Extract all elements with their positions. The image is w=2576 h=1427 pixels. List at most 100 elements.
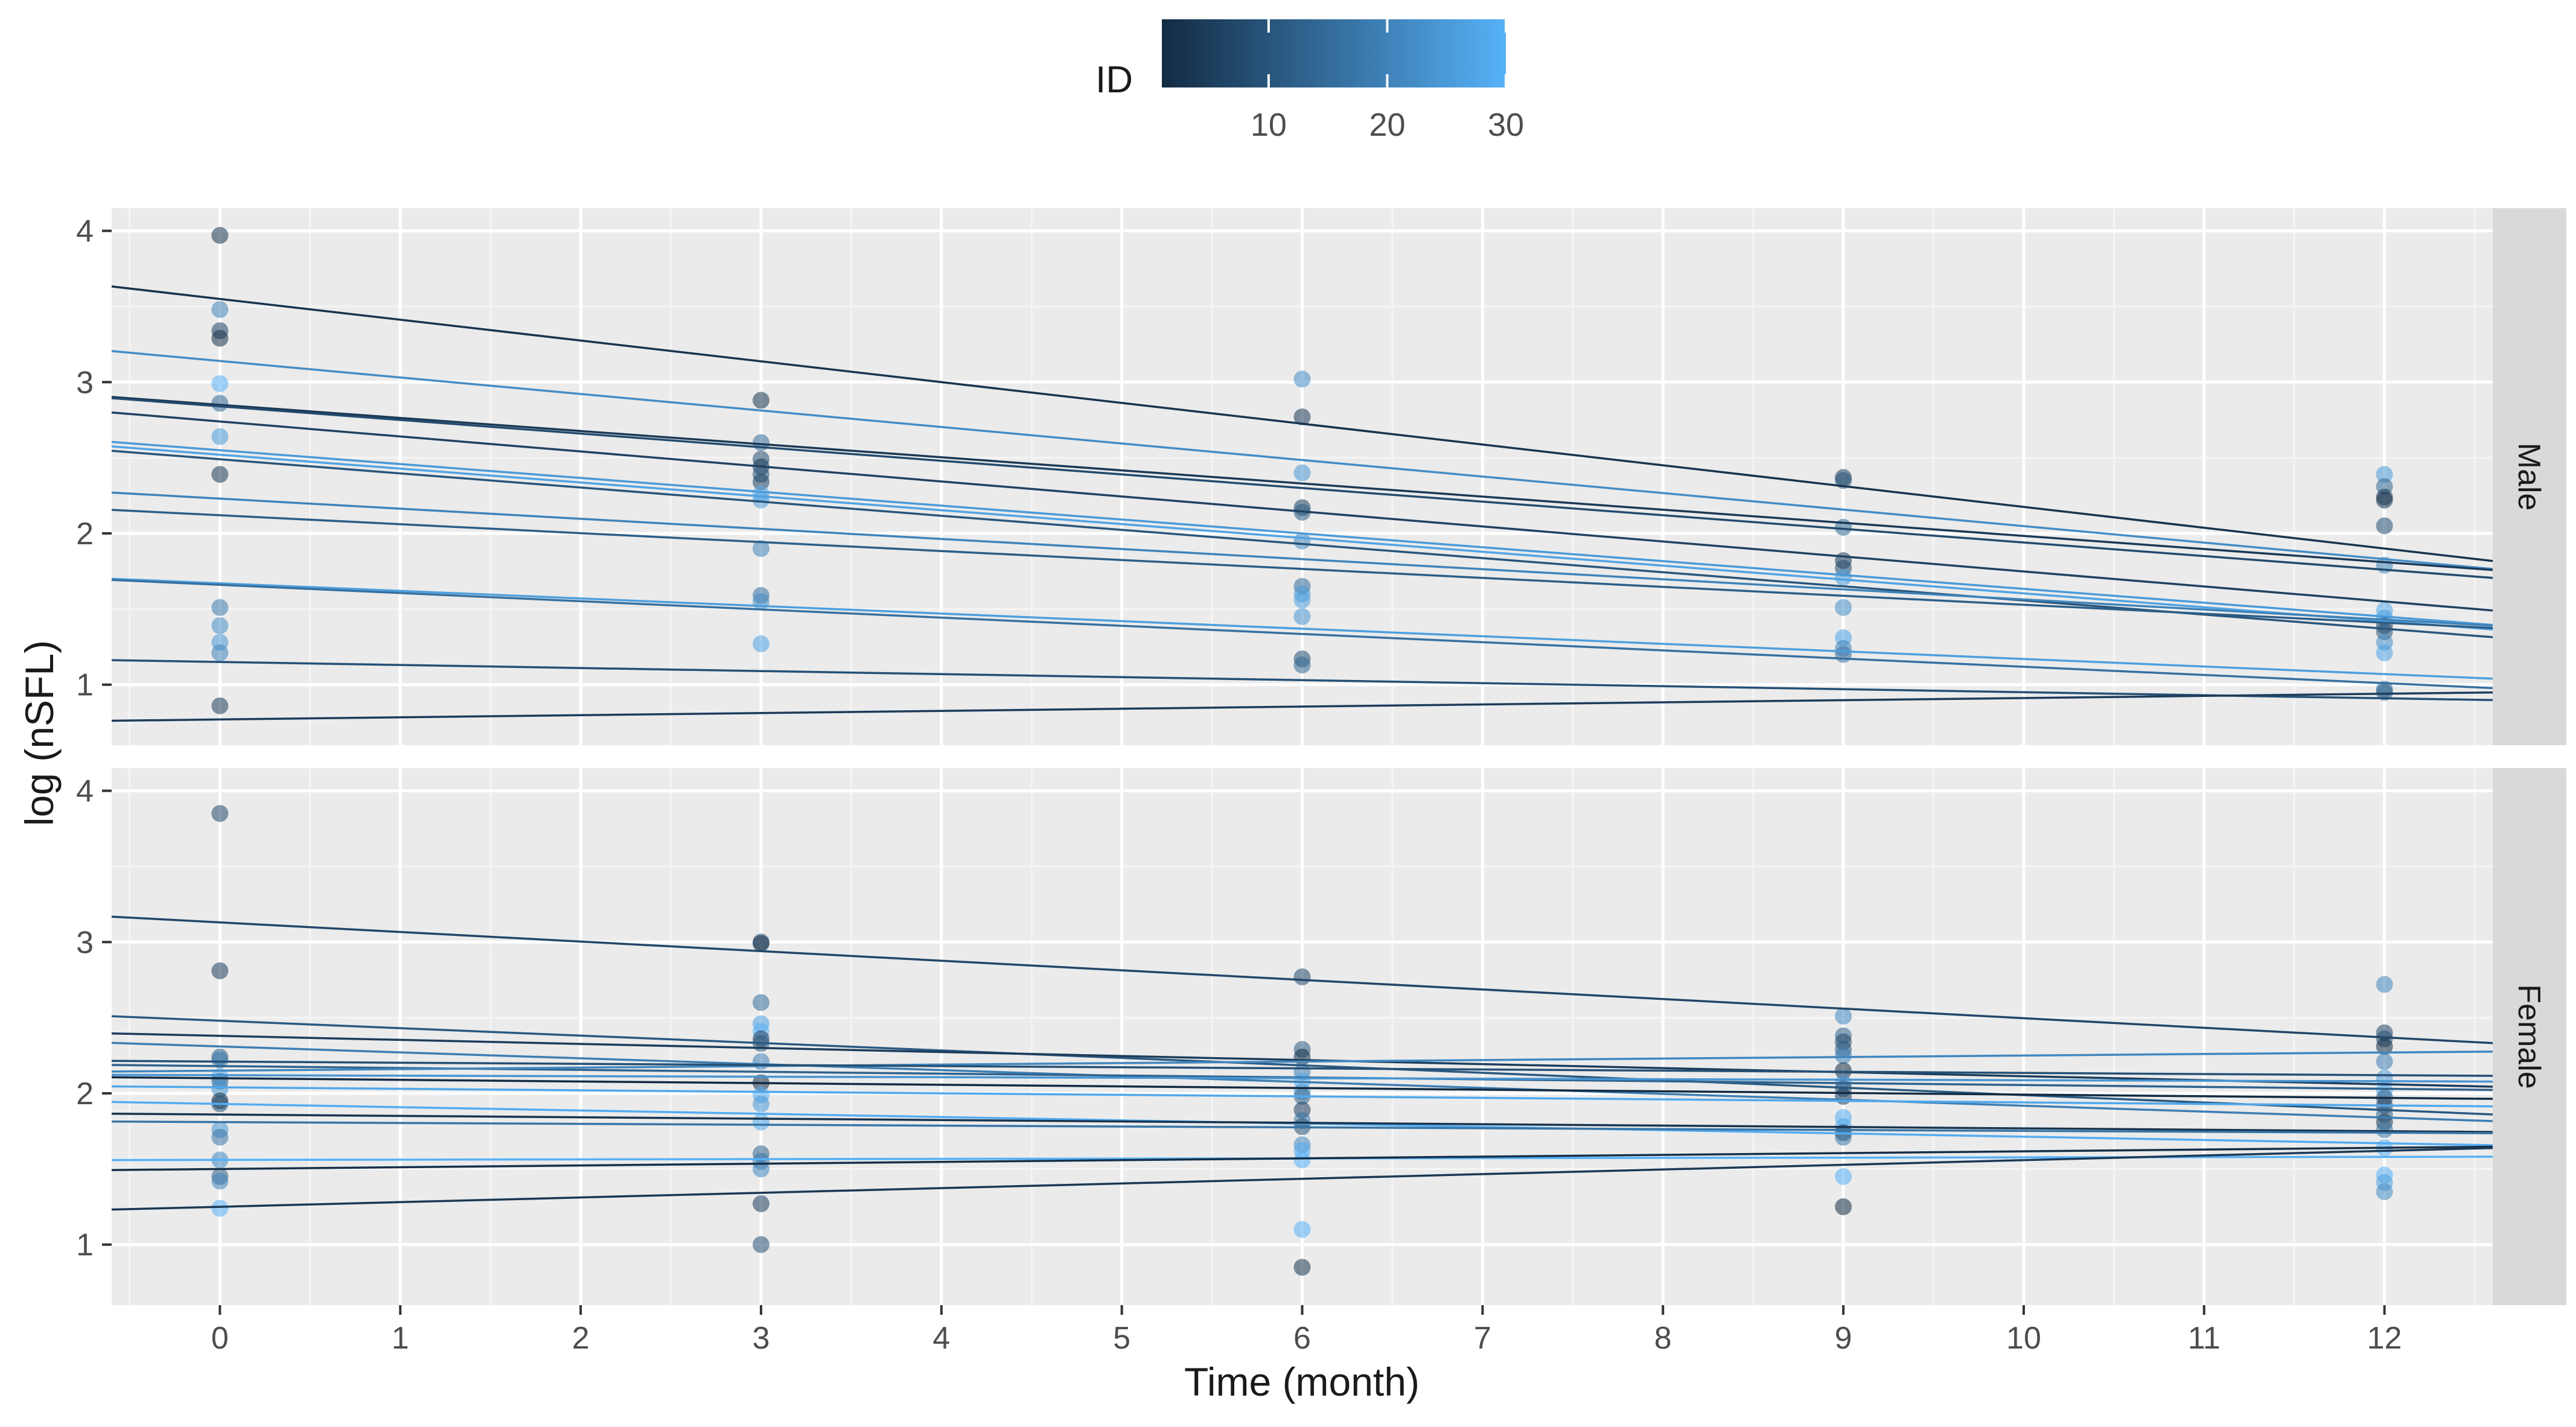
data-point bbox=[752, 1195, 770, 1213]
data-point bbox=[1835, 1198, 1852, 1216]
x-axis-title: Time (month) bbox=[1184, 1359, 1420, 1404]
data-point bbox=[1293, 591, 1311, 609]
facet-strip bbox=[2493, 768, 2566, 1305]
fit-line bbox=[111, 1120, 2493, 1134]
fit-line bbox=[111, 1076, 2493, 1100]
x-tick-label: 6 bbox=[1293, 1321, 1311, 1356]
fit-line bbox=[111, 579, 2493, 690]
fit-line bbox=[111, 509, 2493, 629]
fit-line bbox=[111, 577, 2493, 680]
data-point bbox=[752, 994, 770, 1011]
data-point bbox=[1835, 646, 1852, 663]
data-point bbox=[211, 466, 229, 483]
data-point bbox=[752, 593, 770, 610]
y-tick-label: 3 bbox=[76, 925, 94, 960]
fit-line bbox=[111, 1041, 2493, 1122]
y-tick-label: 1 bbox=[76, 1228, 94, 1263]
data-point bbox=[752, 540, 770, 558]
data-point bbox=[211, 300, 229, 318]
fit-line bbox=[111, 915, 2493, 1044]
legend-tick-label: 20 bbox=[1369, 107, 1405, 143]
x-tick-label: 5 bbox=[1113, 1321, 1130, 1356]
data-point bbox=[1835, 1062, 1852, 1079]
data-point bbox=[2376, 1069, 2393, 1087]
data-point bbox=[211, 375, 229, 392]
data-point bbox=[1293, 608, 1311, 625]
y-tick-label: 4 bbox=[76, 774, 94, 809]
data-point bbox=[752, 935, 770, 952]
data-point bbox=[1835, 1008, 1852, 1025]
data-point bbox=[1293, 1151, 1311, 1169]
x-tick-label: 7 bbox=[1474, 1321, 1491, 1356]
fit-line bbox=[111, 440, 2493, 626]
x-tick-label: 11 bbox=[2188, 1321, 2221, 1356]
fit-line bbox=[111, 491, 2493, 627]
data-point bbox=[2376, 517, 2393, 535]
data-point bbox=[1293, 532, 1311, 550]
data-point bbox=[752, 1053, 770, 1070]
data-point bbox=[2376, 1053, 2393, 1070]
data-point bbox=[1835, 1168, 1852, 1185]
data-point bbox=[1293, 1048, 1311, 1066]
data-point bbox=[2376, 644, 2393, 662]
x-tick-label: 4 bbox=[933, 1321, 950, 1356]
data-point bbox=[1293, 408, 1311, 425]
data-point bbox=[211, 644, 229, 662]
fit-line bbox=[111, 285, 2493, 562]
legend-colorbar bbox=[1162, 19, 1506, 87]
legend-tick-label: 30 bbox=[1488, 107, 1524, 143]
panel-male: 1 2 3 4 Male bbox=[76, 208, 2566, 745]
facet-strip-label: Male bbox=[2511, 443, 2546, 511]
data-point bbox=[1835, 1047, 1852, 1064]
x-tick-label: 12 bbox=[2367, 1321, 2402, 1356]
data-point bbox=[1835, 1088, 1852, 1105]
legend-title: ID bbox=[1095, 59, 1133, 101]
fit-line bbox=[111, 1112, 2493, 1133]
data-point bbox=[2376, 466, 2393, 483]
y-axis-title: log (nSFL) bbox=[17, 640, 62, 826]
fit-line bbox=[111, 1032, 2493, 1088]
data-point bbox=[1293, 1259, 1311, 1276]
data-point bbox=[211, 428, 229, 445]
data-point bbox=[2376, 1121, 2393, 1139]
fit-line bbox=[111, 1050, 2493, 1073]
data-point bbox=[211, 1080, 229, 1098]
y-tick-label: 2 bbox=[76, 1076, 94, 1111]
data-point bbox=[211, 227, 229, 244]
data-point bbox=[1835, 599, 1852, 616]
data-point bbox=[752, 635, 770, 653]
legend-ticks: 10 20 30 bbox=[1251, 19, 1524, 143]
data-point bbox=[2376, 976, 2393, 993]
y-tick-label: 1 bbox=[76, 668, 94, 703]
y-tick-label: 3 bbox=[76, 365, 94, 400]
fit-line bbox=[111, 450, 2493, 638]
x-tick-label: 8 bbox=[1654, 1321, 1672, 1356]
fit-line bbox=[111, 445, 2493, 631]
fit-line bbox=[111, 691, 2493, 722]
x-tick-label: 0 bbox=[211, 1321, 229, 1356]
data-point bbox=[211, 1172, 229, 1190]
fit-line bbox=[111, 1073, 2493, 1083]
x-tick-label: 9 bbox=[1835, 1321, 1852, 1356]
fit-line bbox=[111, 397, 2493, 579]
data-point bbox=[1293, 1221, 1311, 1238]
data-point bbox=[1293, 968, 1311, 985]
fit-line bbox=[111, 1085, 2493, 1108]
data-point bbox=[1293, 464, 1311, 481]
fit-line bbox=[111, 659, 2493, 702]
data-point bbox=[752, 1095, 770, 1113]
x-tick-label: 2 bbox=[572, 1321, 590, 1356]
data-point bbox=[752, 1236, 770, 1253]
data-point bbox=[1835, 1128, 1852, 1146]
panel-female: 1 2 3 4 Female bbox=[76, 768, 2566, 1305]
data-point bbox=[2376, 1183, 2393, 1200]
fit-line bbox=[111, 350, 2493, 570]
data-point bbox=[211, 395, 229, 412]
data-point bbox=[211, 599, 229, 616]
data-point bbox=[752, 392, 770, 409]
x-axis: 0 1 2 3 4 5 6 7 8 9 10 11 12 bbox=[211, 1305, 2402, 1356]
x-tick-label: 1 bbox=[392, 1321, 409, 1356]
facet-strip bbox=[2493, 208, 2566, 745]
